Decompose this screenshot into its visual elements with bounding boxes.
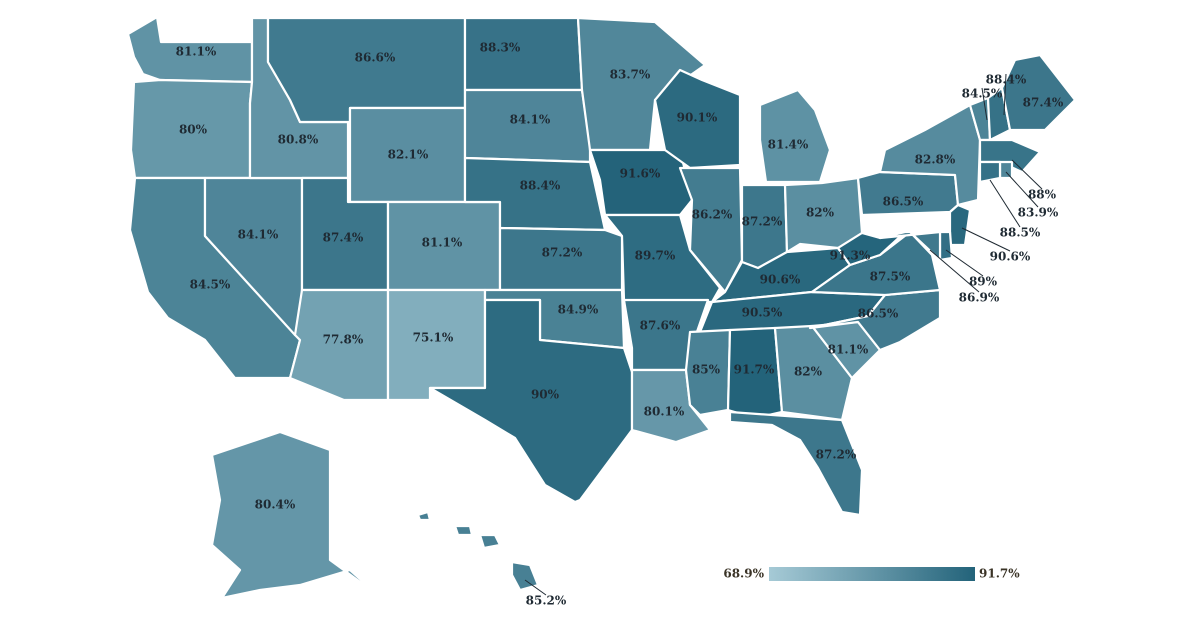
state-label-ut: 87.4% xyxy=(323,231,364,245)
callout-line-ct xyxy=(989,179,1021,228)
state-label-nj: 90.6% xyxy=(990,250,1031,264)
state-label-wa: 81.1% xyxy=(176,45,217,59)
state-label-ny: 82.8% xyxy=(915,153,956,167)
state-label-sd: 84.1% xyxy=(510,113,551,127)
state-label-ky: 90.6% xyxy=(760,273,801,287)
state-label-ms: 85% xyxy=(692,363,721,377)
state-label-va: 87.5% xyxy=(870,270,911,284)
state-label-mn: 83.7% xyxy=(610,68,651,82)
state-label-wv: 91.3% xyxy=(830,249,871,263)
state-label-nv: 84.1% xyxy=(238,228,279,242)
state-label-mt: 86.6% xyxy=(355,51,396,65)
state-label-co: 81.1% xyxy=(422,236,463,250)
state-label-vt: 84.5% xyxy=(962,87,1003,101)
state-nj xyxy=(948,203,972,247)
state-mn xyxy=(576,16,707,152)
state-fl xyxy=(728,410,864,517)
state-label-ga: 82% xyxy=(794,365,823,379)
state-ct xyxy=(978,160,1002,184)
callout-line-nj xyxy=(961,227,1011,252)
state-me xyxy=(1000,53,1077,132)
state-label-ma: 88% xyxy=(1028,188,1057,202)
callout-line-de xyxy=(945,249,984,277)
state-label-de: 89% xyxy=(969,275,998,289)
state-hi xyxy=(416,510,540,592)
state-pa xyxy=(856,170,960,217)
callout-line-nh xyxy=(1003,73,1007,116)
callout-line-ma xyxy=(1011,159,1043,190)
state-ga xyxy=(773,324,854,422)
state-label-tx: 90% xyxy=(531,388,560,402)
callout-line-vt xyxy=(981,87,988,121)
state-label-ar: 87.6% xyxy=(640,319,681,333)
state-tx xyxy=(428,298,634,504)
callout-line-ri xyxy=(1005,171,1039,208)
state-label-ca: 84.5% xyxy=(190,278,231,292)
state-sd xyxy=(463,88,592,164)
state-ri xyxy=(998,160,1014,180)
state-label-nm: 75.1% xyxy=(413,331,454,345)
state-label-al: 91.7% xyxy=(734,363,775,377)
state-label-fl: 87.2% xyxy=(816,448,857,462)
state-mt xyxy=(266,16,467,124)
state-label-wy: 82.1% xyxy=(388,148,429,162)
state-label-pa: 86.5% xyxy=(883,195,924,209)
callouts-layer xyxy=(524,73,1043,596)
state-label-wi: 90.1% xyxy=(677,111,718,125)
state-wi xyxy=(653,68,742,170)
state-mi xyxy=(758,88,832,184)
state-label-nd: 88.3% xyxy=(480,41,521,55)
state-label-la: 80.1% xyxy=(644,405,685,419)
state-label-me: 87.4% xyxy=(1023,96,1064,110)
legend: 68.9% 91.7% xyxy=(723,567,1020,581)
state-label-nh: 88.4% xyxy=(986,73,1027,87)
state-label-hi: 85.2% xyxy=(526,594,567,608)
state-label-ks: 87.2% xyxy=(542,246,583,260)
state-nm xyxy=(386,288,487,402)
state-label-az: 77.8% xyxy=(323,333,364,347)
state-label-ak: 80.4% xyxy=(255,498,296,512)
callout-line-hi xyxy=(524,579,547,596)
state-label-md: 86.9% xyxy=(959,291,1000,305)
state-label-mo: 89.7% xyxy=(635,249,676,263)
state-label-nc: 86.5% xyxy=(858,307,899,321)
labels-layer: 81.1% 80% 84.5% 84.1% 80.8% 86.6% 82.1% 87.4% 77… xyxy=(176,41,1064,608)
state-md xyxy=(878,230,942,262)
state-label-sc: 81.1% xyxy=(828,343,869,357)
state-label-ok: 84.9% xyxy=(558,303,599,317)
state-label-ct: 88.5% xyxy=(1000,226,1041,240)
state-nc xyxy=(808,288,942,352)
state-mo xyxy=(603,213,722,304)
state-label-oh: 82% xyxy=(806,206,835,220)
state-ak xyxy=(210,430,380,600)
callout-line-md xyxy=(929,249,980,293)
state-label-ne: 88.4% xyxy=(520,179,561,193)
legend-max-label: 91.7% xyxy=(979,567,1020,581)
state-label-in: 87.2% xyxy=(742,215,783,229)
state-label-id: 80.8% xyxy=(278,133,319,147)
state-label-ri: 83.9% xyxy=(1018,206,1059,220)
state-label-tn: 90.5% xyxy=(742,306,783,320)
state-de xyxy=(938,230,954,262)
state-label-mi: 81.4% xyxy=(768,138,809,152)
states-layer xyxy=(126,15,1077,600)
state-label-ia: 91.6% xyxy=(620,167,661,181)
legend-min-label: 68.9% xyxy=(723,567,764,581)
state-label-or: 80% xyxy=(179,123,208,137)
legend-gradient-bar xyxy=(769,567,975,581)
state-label-il: 86.2% xyxy=(692,208,733,222)
